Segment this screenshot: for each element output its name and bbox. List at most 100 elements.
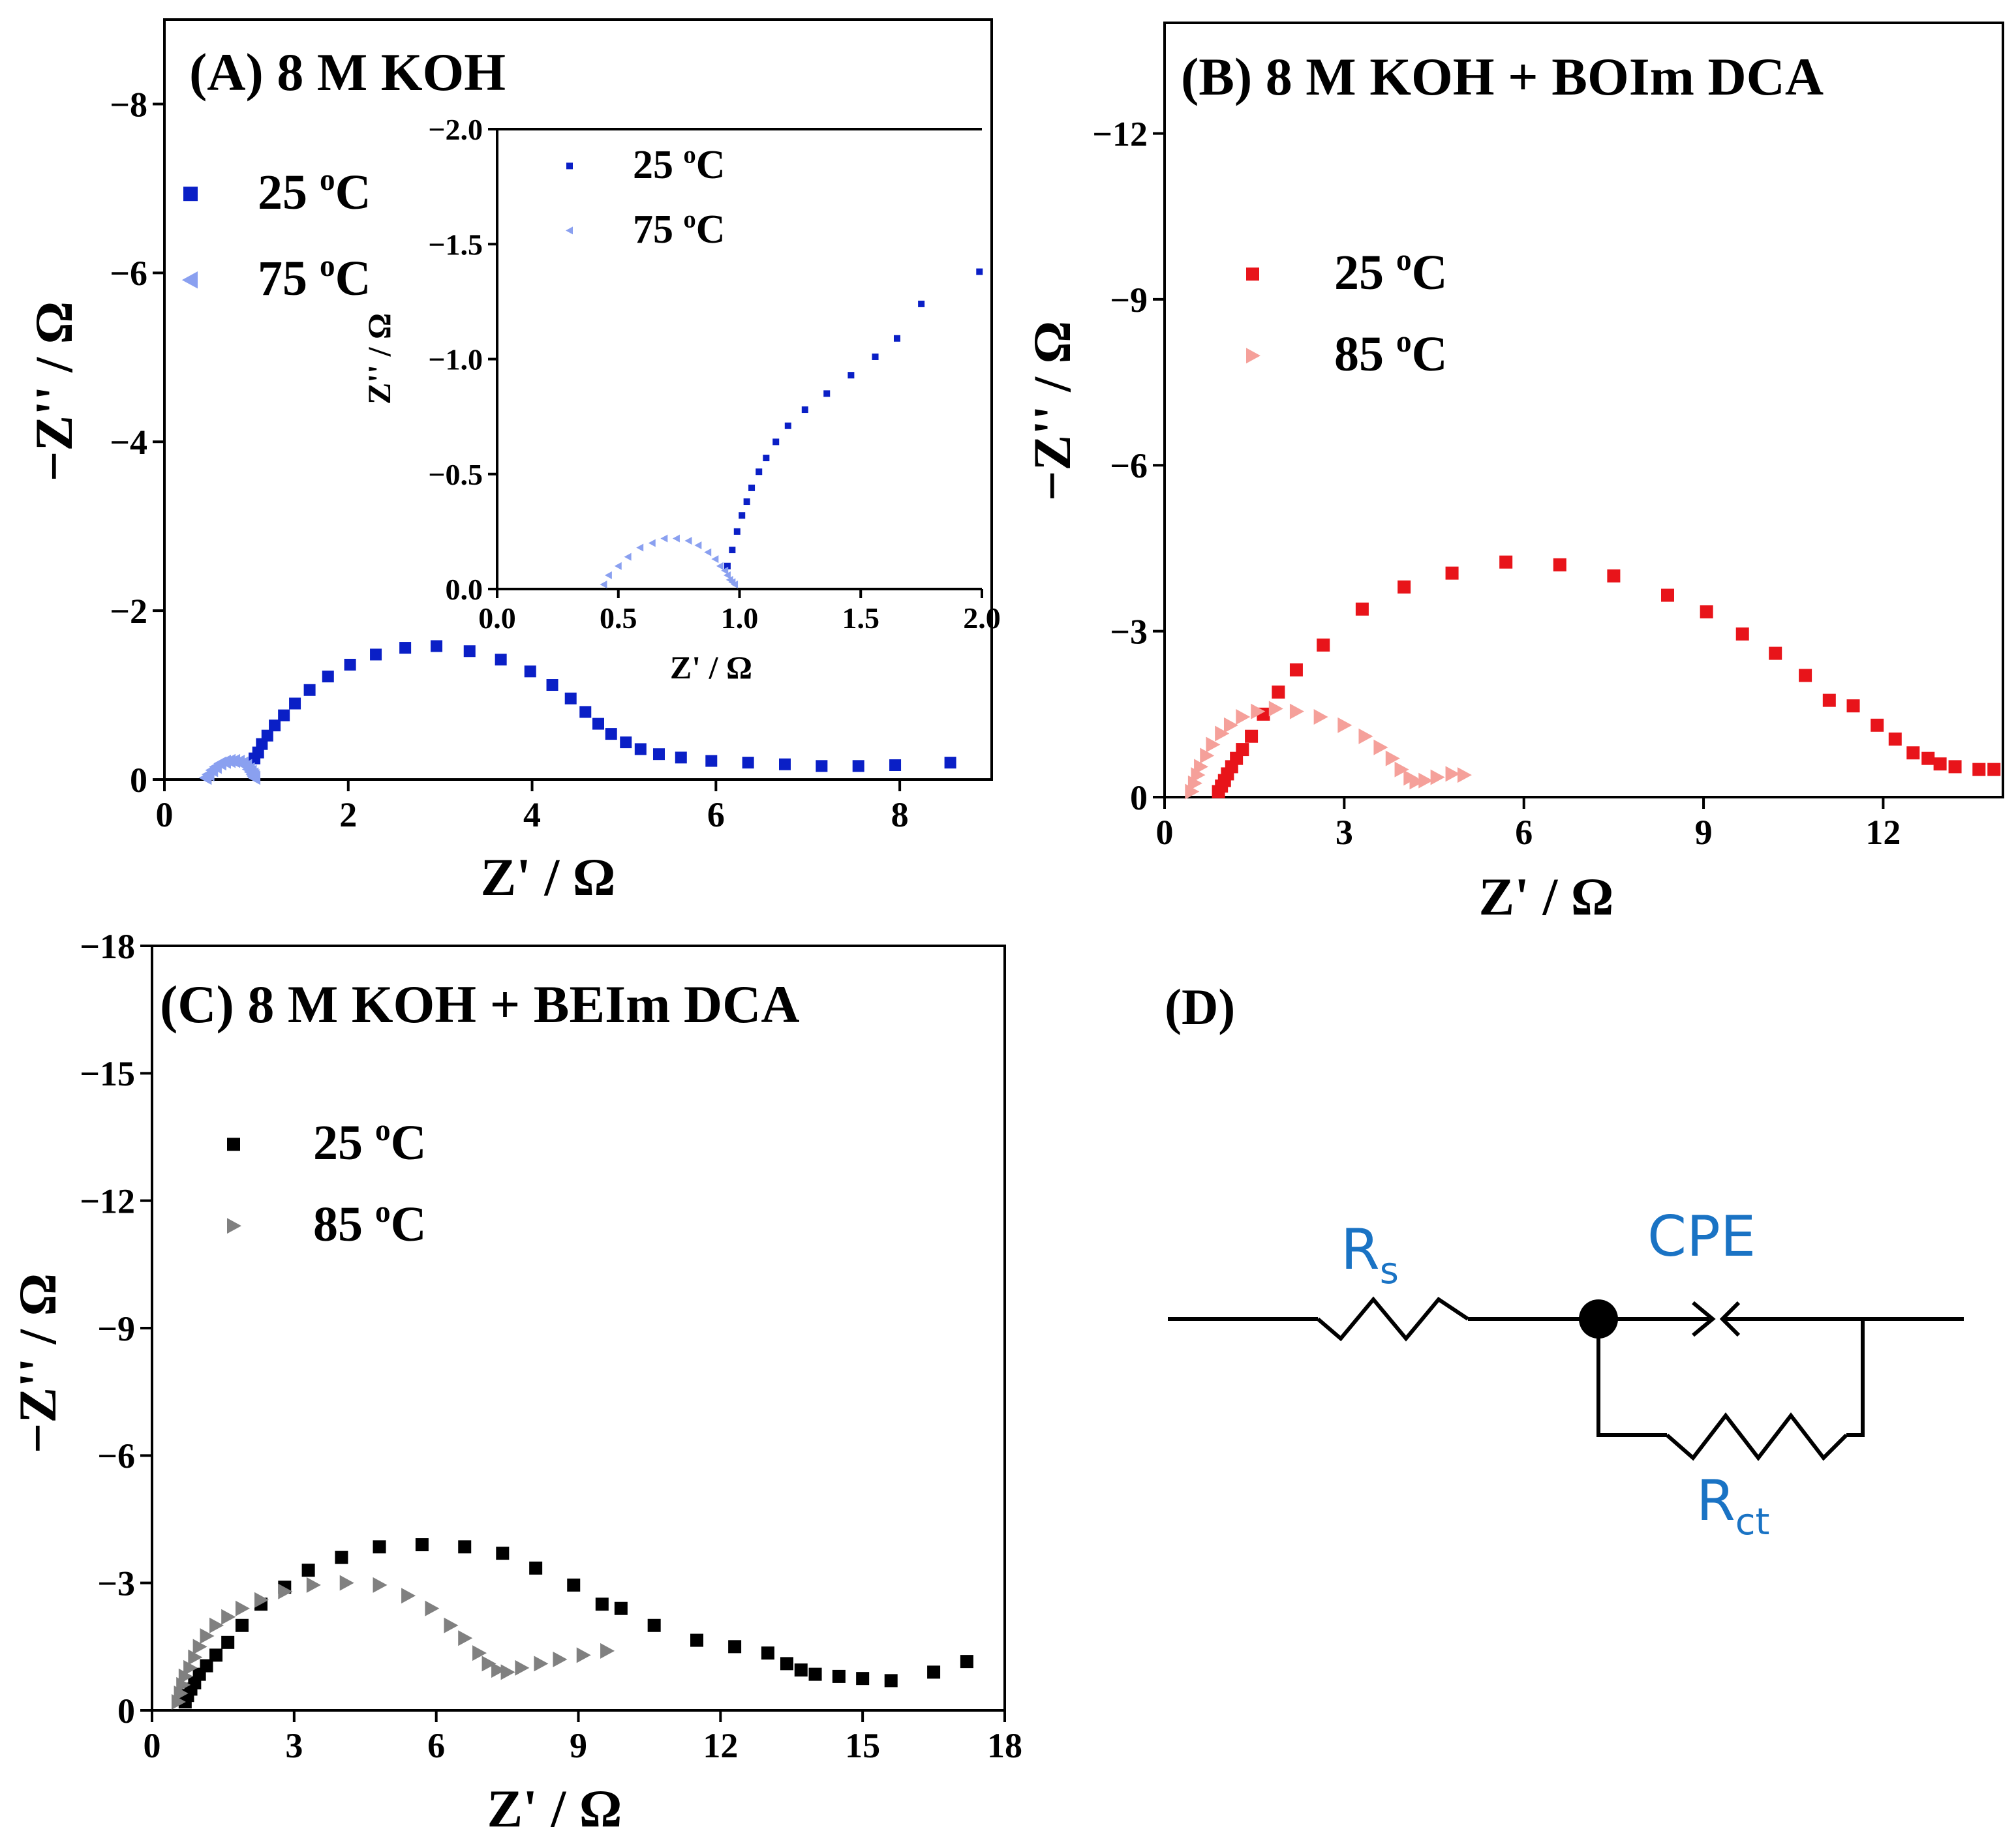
data-point xyxy=(918,300,925,307)
data-point xyxy=(303,684,316,696)
data-point xyxy=(200,1628,215,1644)
data-point xyxy=(595,1598,609,1611)
data-point xyxy=(1888,732,1902,746)
data-point xyxy=(306,1577,321,1593)
data-point xyxy=(605,728,617,740)
data-point xyxy=(500,1664,515,1680)
panel-title: (C) 8 M KOH + BEIm DCA xyxy=(160,975,800,1034)
data-point xyxy=(373,1540,386,1554)
data-point xyxy=(576,1647,591,1663)
data-point xyxy=(600,1643,615,1659)
data-point xyxy=(731,580,739,588)
y-tick-label: −3 xyxy=(97,1564,135,1603)
y-tick-label: −12 xyxy=(1092,114,1148,153)
x-tick-label: 2.0 xyxy=(963,601,1001,635)
data-point xyxy=(634,743,647,755)
data-point xyxy=(761,1646,774,1660)
panel-a-inset-chart: 0.0 0.5 1.0 1.5 2.0 0.0 −0.5 −1.0 −1.5 −2.0 Z' / Ω… xyxy=(361,113,1001,686)
legend-label: 85 oC xyxy=(313,1195,426,1252)
x-tick-label: 1.5 xyxy=(842,601,880,635)
x-tick-label: 12 xyxy=(1865,813,1901,852)
x-tick-label: 6 xyxy=(427,1726,445,1765)
data-point xyxy=(278,1583,293,1599)
data-point xyxy=(339,1575,354,1591)
y-tick-label: 0 xyxy=(117,1691,135,1731)
data-point xyxy=(784,422,791,429)
data-point xyxy=(1499,555,1513,569)
data-point xyxy=(716,562,724,570)
data-point xyxy=(183,1659,198,1676)
data-point xyxy=(278,709,290,721)
data-point xyxy=(1206,736,1221,753)
data-point xyxy=(1194,759,1209,775)
x-axis-label: Z' / Ω xyxy=(487,1779,622,1838)
data-point xyxy=(729,547,736,554)
data-point xyxy=(425,1600,440,1616)
data-point xyxy=(808,1667,822,1681)
x-axis-label: Z' / Ω xyxy=(481,847,616,907)
legend-label: 25 oC xyxy=(633,141,725,187)
y-tick-label: −2.0 xyxy=(428,113,483,146)
x-tick-label: 0.5 xyxy=(600,601,637,635)
data-point xyxy=(1906,746,1920,760)
legend-label: 25 oC xyxy=(313,1113,426,1170)
data-point xyxy=(344,658,356,671)
wire-parallel-return xyxy=(1846,1319,1865,1437)
x-tick-label: 8 xyxy=(891,795,909,834)
data-point xyxy=(1700,605,1713,618)
data-point xyxy=(553,1651,568,1667)
data-point xyxy=(1355,602,1369,616)
y-tick-label: −9 xyxy=(1110,280,1148,320)
data-point xyxy=(200,1659,213,1673)
data-point xyxy=(672,534,680,543)
data-point xyxy=(780,1657,793,1671)
data-point xyxy=(289,697,301,710)
data-point xyxy=(370,648,382,661)
data-point xyxy=(1409,774,1424,790)
y-tick-label: −0.5 xyxy=(428,458,483,491)
panel-a-chart: 0 2 4 6 8 0 −2 −4 −6 −8 Z' / Ω −Z'' / Ω (A) 8 M KOH 2… xyxy=(24,18,993,907)
data-point xyxy=(801,406,808,414)
data-point xyxy=(254,1592,269,1608)
rct-label: Rct xyxy=(1696,1468,1770,1543)
x-tick-label: 0.0 xyxy=(478,601,516,635)
data-point xyxy=(1871,718,1884,732)
data-point xyxy=(743,498,750,506)
panel-d-circuit: (D) Rs CPE Rct xyxy=(1165,978,1964,1543)
y-tick-label: 0 xyxy=(130,761,147,800)
x-tick-label: 2 xyxy=(339,795,357,834)
data-point xyxy=(579,706,592,718)
data-point xyxy=(976,268,983,275)
data-point xyxy=(1200,748,1215,764)
data-point xyxy=(209,1648,223,1662)
y-tick-label: 0.0 xyxy=(446,573,483,606)
data-point xyxy=(221,1635,235,1649)
data-point xyxy=(1385,750,1400,766)
data-point xyxy=(458,1540,472,1554)
legend-label: 75 oC xyxy=(633,205,725,252)
data-point xyxy=(458,1630,473,1646)
data-point xyxy=(1822,693,1836,707)
data-point xyxy=(721,566,729,575)
y-axis-label: Z'' / Ω xyxy=(361,313,397,404)
data-point xyxy=(529,1561,543,1575)
data-point xyxy=(524,665,536,678)
data-point xyxy=(724,562,731,569)
data-point xyxy=(704,548,712,556)
data-point xyxy=(893,335,900,342)
data-point xyxy=(1445,566,1459,580)
data-point xyxy=(1430,769,1445,785)
data-point xyxy=(1245,729,1259,743)
data-point xyxy=(1317,638,1330,652)
y-tick-label: −18 xyxy=(80,927,135,966)
data-point xyxy=(1251,703,1266,720)
data-point xyxy=(624,553,632,561)
data-point xyxy=(1272,685,1285,699)
data-point xyxy=(763,455,770,462)
data-point xyxy=(491,1662,506,1678)
data-point xyxy=(1358,728,1373,744)
data-point xyxy=(675,751,687,764)
data-point xyxy=(636,543,644,552)
data-point xyxy=(247,770,261,785)
